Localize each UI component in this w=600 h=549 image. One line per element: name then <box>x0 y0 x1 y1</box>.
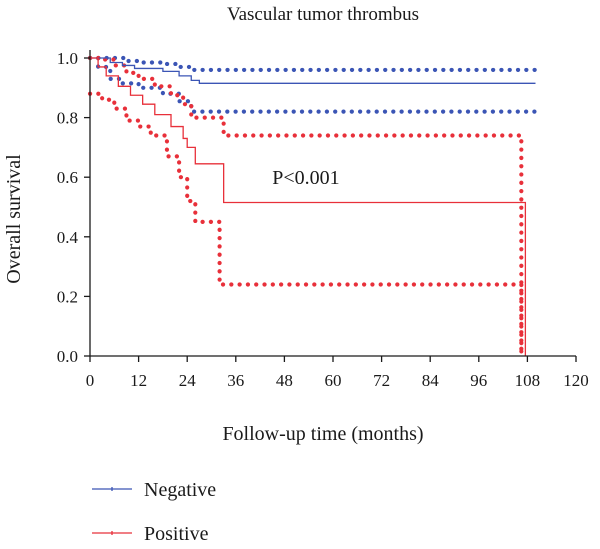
y-tick-label: 0.6 <box>57 168 78 187</box>
positive-lower-ci <box>87 91 524 359</box>
positive-upper-ci <box>87 55 524 359</box>
x-tick-label: 48 <box>276 371 293 390</box>
p-value-annotation: P<0.001 <box>272 167 339 189</box>
y-tick-label: 0.8 <box>57 109 78 128</box>
x-tick-label: 120 <box>563 371 589 390</box>
x-tick-label: 108 <box>515 371 541 390</box>
y-tick-label: 0.4 <box>57 228 79 247</box>
positive-survival-line <box>90 57 527 356</box>
negative-legend-label: Negative <box>144 479 216 501</box>
x-ticks: 0 12 24 36 48 60 72 84 96 108 120 <box>86 356 589 390</box>
x-tick-label: 0 <box>86 371 95 390</box>
y-tick-label: 0.0 <box>57 347 78 366</box>
y-ticks: 0.0 0.2 0.4 0.6 0.8 1.0 <box>57 49 90 366</box>
x-tick-label: 24 <box>179 371 197 390</box>
y-tick-label: 0.2 <box>57 287 78 306</box>
survival-curves <box>90 57 536 356</box>
positive-legend-label: Positive <box>144 523 209 545</box>
x-tick-label: 96 <box>470 371 487 390</box>
y-axis-title: Overall survival <box>3 154 25 284</box>
x-tick-label: 72 <box>373 371 390 390</box>
legend: Negative Positive <box>92 479 216 545</box>
x-tick-label: 84 <box>422 371 440 390</box>
chart-title: Vascular tumor thrombus <box>227 4 419 25</box>
confidence-bands <box>87 55 538 359</box>
x-tick-label: 12 <box>130 371 147 390</box>
negative-survival-line <box>90 57 536 84</box>
x-axis-title: Follow-up time (months) <box>222 423 423 445</box>
x-tick-label: 60 <box>325 371 342 390</box>
y-tick-label: 1.0 <box>57 49 78 68</box>
x-tick-label: 36 <box>227 371 244 390</box>
